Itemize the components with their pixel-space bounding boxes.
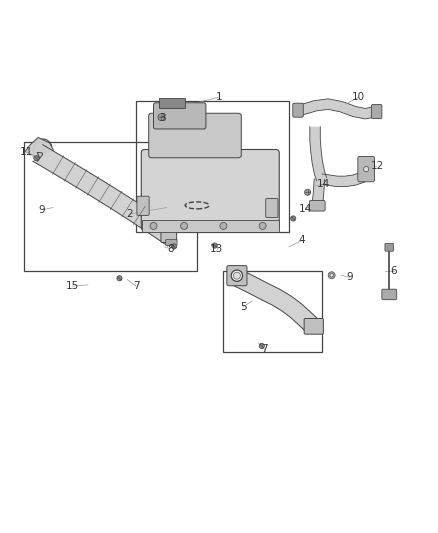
Circle shape (290, 216, 296, 221)
Text: 4: 4 (299, 235, 305, 245)
Text: 15: 15 (66, 281, 79, 291)
Text: 10: 10 (352, 92, 365, 102)
Text: 12: 12 (371, 161, 384, 171)
Text: 2: 2 (126, 209, 133, 219)
Text: 11: 11 (19, 147, 33, 157)
Polygon shape (33, 145, 179, 246)
FancyBboxPatch shape (161, 222, 177, 243)
FancyBboxPatch shape (141, 149, 279, 231)
Circle shape (34, 156, 39, 161)
Circle shape (364, 166, 369, 172)
Text: 3: 3 (159, 113, 166, 123)
FancyBboxPatch shape (153, 103, 206, 129)
Polygon shape (233, 270, 317, 330)
FancyBboxPatch shape (309, 200, 325, 211)
Text: 8: 8 (168, 244, 174, 254)
Polygon shape (310, 127, 327, 181)
FancyBboxPatch shape (227, 265, 247, 286)
FancyBboxPatch shape (149, 113, 241, 158)
Ellipse shape (233, 272, 240, 279)
Circle shape (328, 272, 335, 279)
Polygon shape (312, 179, 325, 206)
Text: 7: 7 (133, 281, 139, 291)
Text: 9: 9 (39, 205, 46, 215)
FancyBboxPatch shape (358, 157, 374, 182)
Text: 9: 9 (346, 272, 353, 282)
FancyBboxPatch shape (385, 244, 394, 251)
Text: 5: 5 (240, 302, 246, 312)
Polygon shape (321, 172, 365, 187)
Text: 7: 7 (261, 344, 268, 354)
Circle shape (180, 222, 187, 229)
FancyBboxPatch shape (293, 103, 303, 117)
FancyBboxPatch shape (304, 318, 323, 334)
Circle shape (117, 276, 122, 281)
FancyBboxPatch shape (159, 98, 185, 108)
FancyBboxPatch shape (371, 104, 382, 118)
Circle shape (330, 273, 333, 277)
Circle shape (259, 222, 266, 229)
FancyBboxPatch shape (266, 198, 278, 217)
Circle shape (220, 222, 227, 229)
FancyBboxPatch shape (382, 289, 397, 300)
Circle shape (212, 243, 217, 248)
Text: 13: 13 (210, 244, 223, 254)
FancyBboxPatch shape (137, 196, 149, 215)
Text: 6: 6 (390, 266, 397, 276)
Text: 1: 1 (215, 92, 223, 102)
Text: 14: 14 (317, 180, 330, 189)
Circle shape (150, 222, 157, 229)
Polygon shape (25, 138, 53, 161)
Polygon shape (298, 99, 377, 119)
Circle shape (304, 189, 311, 195)
Text: 14: 14 (299, 204, 312, 214)
FancyBboxPatch shape (142, 220, 279, 231)
Circle shape (171, 244, 177, 249)
FancyBboxPatch shape (166, 239, 177, 246)
Ellipse shape (231, 270, 243, 281)
Circle shape (158, 114, 165, 120)
Circle shape (259, 343, 265, 349)
